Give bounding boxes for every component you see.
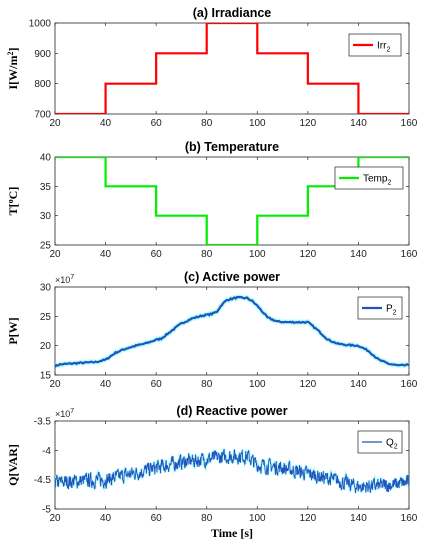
y-tick-label: -4 xyxy=(42,446,51,457)
legend-label: Temp2 xyxy=(363,174,391,187)
x-tick-label: 80 xyxy=(201,379,213,390)
y-axis-label-end: C] xyxy=(6,187,20,200)
x-tick-label: 120 xyxy=(300,513,317,524)
x-tick-label: 40 xyxy=(100,379,112,390)
y-tick-label: 20 xyxy=(40,341,52,352)
plot-area-frame xyxy=(54,420,410,510)
legend-label-subscript: 2 xyxy=(393,310,397,317)
legend-label-subscript: 2 xyxy=(387,180,391,187)
y-axis-label: Q[VAR] xyxy=(6,444,20,486)
y-tick-label: 40 xyxy=(40,153,52,164)
x-tick-label: 140 xyxy=(350,513,367,524)
chart-title: (c) Active power xyxy=(184,270,280,284)
x-tick-label: 40 xyxy=(100,249,112,260)
legend-label-subscript: 2 xyxy=(386,47,390,54)
legend: P2 xyxy=(357,296,403,320)
x-tick-label: 20 xyxy=(49,513,61,524)
legend-box xyxy=(334,166,404,190)
x-tick-label: 20 xyxy=(49,118,61,129)
x-tick-label: 40 xyxy=(100,118,112,129)
series-group xyxy=(55,447,409,494)
legend: Irr2 xyxy=(348,33,402,57)
x-tick-label: 140 xyxy=(350,379,367,390)
chart-title: (d) Reactive power xyxy=(176,404,287,418)
y-tick-label: -4.5 xyxy=(34,475,52,486)
legend-label: P2 xyxy=(386,304,397,317)
x-tick-label: 160 xyxy=(401,249,418,260)
y-tick-label: -5 xyxy=(42,505,51,516)
y-axis-label-superscript: 2 xyxy=(6,52,15,56)
series-group xyxy=(55,23,409,114)
x-tick-label: 100 xyxy=(249,379,266,390)
x-tick-label: 80 xyxy=(201,118,213,129)
y-axis-label-end: ] xyxy=(6,48,20,52)
x-axis-label: Time [s] xyxy=(211,526,253,540)
x-tick-label: 100 xyxy=(249,118,266,129)
series-group xyxy=(55,294,409,369)
x-tick-label: 120 xyxy=(300,249,317,260)
legend-label: Q2 xyxy=(386,438,398,451)
x-tick-label: 40 xyxy=(100,513,112,524)
series-line-Q2 xyxy=(55,448,409,494)
chart-panel-1: (a) Irradiance 20 40 60 80 100 120 140 160 700 800… xyxy=(6,6,418,129)
x-tick-label: 20 xyxy=(49,249,61,260)
x-tick-label: 60 xyxy=(151,249,163,260)
x-tick-label: 160 xyxy=(401,513,418,524)
x-tick-label: 20 xyxy=(49,379,61,390)
chart-panel-3: (c) Active power ×107 20 40 60 80 100 120 140 160… xyxy=(6,270,418,390)
x-tick-label: 80 xyxy=(201,513,213,524)
y-tick-label: 700 xyxy=(34,110,51,121)
x-tick-label: 160 xyxy=(401,118,418,129)
y-tick-label: 1000 xyxy=(29,19,52,30)
axis-exponent-power: 7 xyxy=(70,408,74,415)
y-axis-label-superscript: o xyxy=(6,199,15,203)
x-tick-label: 100 xyxy=(249,513,266,524)
legend: Q2 xyxy=(357,430,403,454)
x-tick-label: 80 xyxy=(201,249,213,260)
chart-title: (a) Irradiance xyxy=(193,6,272,20)
y-axis-label: T[oC] xyxy=(6,187,20,216)
axis-exponent: ×107 xyxy=(55,274,74,285)
y-tick-label: 25 xyxy=(40,241,52,252)
x-tick-label: 120 xyxy=(300,118,317,129)
y-axis-label: I[W/m2] xyxy=(6,48,20,90)
y-tick-label: 900 xyxy=(34,49,51,60)
x-tick-label: 160 xyxy=(401,379,418,390)
y-tick-label: 35 xyxy=(40,182,52,193)
y-tick-label: 30 xyxy=(40,211,52,222)
y-tick-label: 25 xyxy=(40,312,52,323)
x-tick-label: 120 xyxy=(300,379,317,390)
y-tick-label: 800 xyxy=(34,79,51,90)
chart-title: (b) Temperature xyxy=(185,140,279,154)
y-tick-label: 15 xyxy=(40,371,52,382)
x-tick-label: 60 xyxy=(151,118,163,129)
chart-panel-4: (d) Reactive power ×107 20 40 60 80 100 120 140 1… xyxy=(6,404,418,524)
series-line-P2 xyxy=(55,295,409,368)
y-tick-label: 30 xyxy=(40,283,52,294)
chart-panel-2: (b) Temperature 20 40 60 80 100 120 140 160 25 30 3… xyxy=(6,140,418,260)
x-tick-label: 140 xyxy=(350,249,367,260)
y-tick-label: -3.5 xyxy=(34,417,52,428)
legend-box xyxy=(348,33,402,57)
series-line-Irr2 xyxy=(55,23,409,114)
x-tick-label: 140 xyxy=(350,118,367,129)
x-tick-label: 60 xyxy=(151,513,163,524)
legend-label-subscript: 2 xyxy=(394,444,398,451)
x-tick-label: 60 xyxy=(151,379,163,390)
axis-exponent: ×107 xyxy=(55,408,74,419)
x-tick-label: 100 xyxy=(249,249,266,260)
y-axis-label: P[W] xyxy=(6,317,20,344)
axis-exponent-power: 7 xyxy=(70,274,74,281)
legend: Temp2 xyxy=(334,166,404,190)
